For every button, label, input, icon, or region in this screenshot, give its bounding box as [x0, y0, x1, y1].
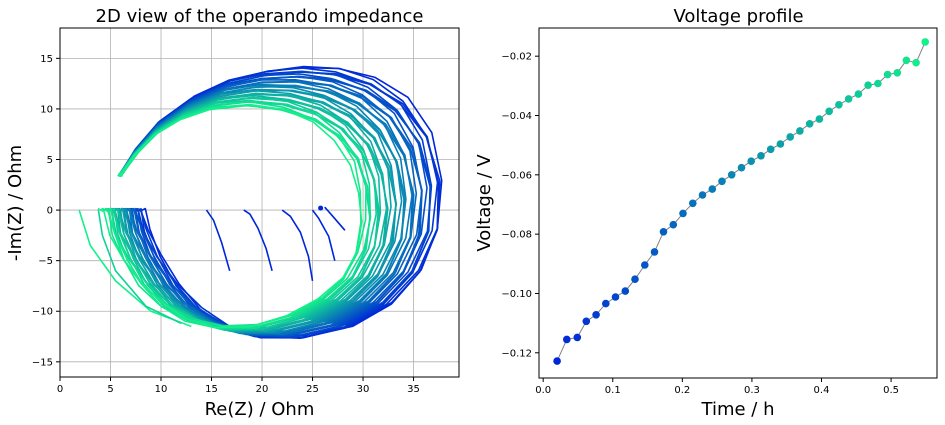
- voltage-point: [641, 261, 649, 269]
- voltage-point: [796, 127, 804, 135]
- voltage-x-tick-label: 0.4: [814, 385, 830, 396]
- voltage-point: [921, 38, 929, 46]
- voltage-point: [902, 56, 911, 65]
- impedance-chart: 2D view of the operando impedance 0 5 10 15…: [5, 6, 460, 420]
- voltage-y-tick-label: −0.08: [501, 230, 532, 241]
- impedance-y-tick-label: −10: [32, 307, 53, 318]
- impedance-x-tick-label: 10: [155, 384, 168, 395]
- voltage-ticks: 0.0 0.1 0.2 0.3 0.4 0.5 −0.12 −0.10 −0.08 −0.06 −0…: [501, 52, 899, 396]
- voltage-point: [563, 335, 571, 344]
- voltage-point: [776, 140, 785, 148]
- voltage-x-tick-label: 0.2: [674, 385, 690, 396]
- voltage-point: [631, 275, 639, 284]
- voltage-point: [864, 81, 872, 89]
- voltage-point: [592, 311, 600, 319]
- voltage-x-tick-label: 0.1: [605, 385, 621, 396]
- voltage-point: [874, 79, 882, 88]
- voltage-point: [708, 185, 717, 193]
- impedance-x-tick-label: 0: [57, 384, 63, 395]
- voltage-point: [757, 152, 765, 160]
- impedance-x-tick-label: 15: [205, 384, 218, 395]
- voltage-point: [698, 191, 707, 199]
- voltage-point: [835, 101, 843, 109]
- voltage-series-points: [553, 38, 929, 365]
- voltage-x-axis-label: Time / h: [701, 399, 775, 420]
- impedance-curve: [205, 209, 231, 272]
- voltage-point: [650, 248, 659, 256]
- impedance-y-tick-label: −15: [32, 357, 53, 368]
- voltage-point: [573, 333, 582, 342]
- voltage-point: [669, 220, 678, 229]
- impedance-x-tick-label: 5: [107, 384, 113, 395]
- voltage-point: [602, 299, 610, 308]
- voltage-x-tick-label: 0.0: [535, 385, 551, 396]
- voltage-y-tick-label: −0.06: [501, 170, 532, 181]
- voltage-point: [718, 177, 726, 186]
- voltage-y-tick-label: −0.12: [501, 348, 532, 359]
- impedance-ticks: 0 5 10 15 20 25 30 35 −15 −10 −5 0 5 10 15: [32, 54, 420, 395]
- voltage-point: [912, 58, 920, 67]
- impedance-plot-frame: [59, 27, 460, 378]
- impedance-y-tick-label: 10: [40, 104, 53, 115]
- voltage-point: [621, 287, 630, 295]
- impedance-y-tick-label: 15: [40, 54, 53, 65]
- voltage-point: [747, 157, 755, 165]
- impedance-x-tick-label: 25: [306, 384, 319, 395]
- voltage-point: [815, 115, 824, 123]
- voltage-point: [805, 120, 814, 128]
- voltage-point: [737, 163, 746, 172]
- voltage-y-tick-label: −0.10: [501, 289, 532, 300]
- impedance-curve: [78, 209, 192, 328]
- voltage-point: [582, 317, 591, 326]
- voltage-chart: Voltage profile 0.0 0.1 0.2 0.3 0.4 0.5 −0.12 −…: [474, 6, 938, 420]
- impedance-curves: [78, 65, 443, 339]
- voltage-y-tick-label: −0.04: [501, 111, 532, 122]
- voltage-point: [844, 95, 853, 103]
- impedance-curve: [281, 209, 314, 282]
- voltage-y-tick-label: −0.02: [501, 52, 532, 63]
- impedance-x-axis-label: Re(Z) / Ohm: [205, 399, 315, 420]
- voltage-point: [786, 133, 794, 141]
- impedance-x-tick-label: 20: [256, 384, 269, 395]
- voltage-point: [553, 357, 561, 365]
- impedance-curve: [97, 103, 363, 329]
- voltage-plot-frame: [538, 27, 938, 379]
- voltage-point: [854, 90, 863, 98]
- impedance-curve: [97, 209, 182, 325]
- voltage-point: [883, 70, 892, 79]
- impedance-y-tick-label: 5: [47, 155, 53, 166]
- voltage-point: [766, 145, 775, 154]
- impedance-x-tick-label: 30: [357, 384, 370, 395]
- impedance-x-tick-label: 35: [407, 384, 420, 395]
- voltage-point: [679, 209, 687, 218]
- voltage-point: [659, 228, 668, 236]
- impedance-y-tick-label: −5: [38, 256, 53, 267]
- impedance-curve: [243, 209, 273, 272]
- voltage-series-line: [556, 41, 926, 362]
- impedance-end-marker: [318, 205, 324, 211]
- voltage-point: [727, 171, 736, 179]
- voltage-point: [689, 199, 697, 208]
- voltage-point: [825, 107, 833, 116]
- impedance-curve: [324, 206, 346, 231]
- voltage-line: [556, 41, 926, 362]
- voltage-point: [611, 293, 620, 301]
- voltage-chart-title: Voltage profile: [673, 6, 803, 27]
- impedance-chart-title: 2D view of the operando impedance: [96, 6, 424, 27]
- voltage-point: [893, 69, 902, 77]
- voltage-x-tick-label: 0.3: [744, 385, 760, 396]
- impedance-y-axis-label: -Im(Z) / Ohm: [5, 145, 26, 261]
- impedance-start-marker: [118, 172, 124, 178]
- impedance-y-tick-label: 0: [47, 206, 53, 217]
- impedance-curve: [311, 209, 336, 261]
- voltage-y-axis-label: Voltage / V: [474, 154, 495, 252]
- voltage-x-tick-label: 0.5: [883, 385, 899, 396]
